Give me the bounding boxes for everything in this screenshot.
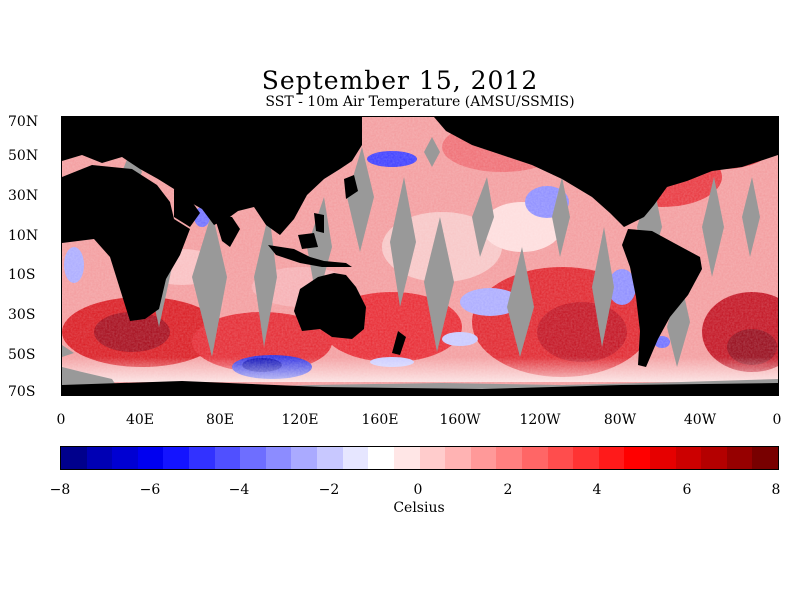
south-america bbox=[622, 229, 702, 367]
colorbar-tick-minus8: −8 bbox=[49, 482, 71, 498]
colorbar-swatch bbox=[470, 447, 497, 469]
colorbar-swatch bbox=[214, 447, 241, 469]
japan bbox=[344, 175, 358, 199]
colorbar-tick-minus2: −2 bbox=[318, 482, 340, 498]
antarctica bbox=[62, 381, 778, 395]
colorbar-swatch bbox=[675, 447, 702, 469]
colorbar-swatch bbox=[368, 447, 394, 469]
colorbar-tick-4: 4 bbox=[592, 482, 602, 498]
lon-label-40w: 40W bbox=[683, 412, 717, 428]
map-subtitle: SST - 10m Air Temperature (AMSU/SSMIS) bbox=[265, 94, 575, 110]
india bbox=[214, 215, 240, 247]
north-america bbox=[434, 117, 778, 227]
colorbar-swatch bbox=[419, 447, 446, 469]
arabia bbox=[174, 189, 200, 227]
colorbar-swatch bbox=[291, 447, 318, 469]
colorbar-swatch bbox=[163, 447, 190, 469]
lon-label-120w: 120W bbox=[519, 412, 561, 428]
lon-label-80e: 80E bbox=[205, 412, 235, 428]
colorbar-swatch bbox=[445, 447, 471, 469]
africa bbox=[62, 165, 190, 321]
lat-label-50s: 50S bbox=[8, 347, 36, 363]
colorbar-tick-minus6: −6 bbox=[139, 482, 161, 498]
colorbar-swatch bbox=[342, 447, 369, 469]
colorbar-swatch bbox=[189, 447, 215, 469]
australia bbox=[294, 273, 366, 339]
southern-fade bbox=[62, 357, 778, 382]
colorbar-tick-8: 8 bbox=[771, 482, 781, 498]
lat-label-30s: 30S bbox=[8, 307, 36, 323]
colorbar-swatch bbox=[598, 447, 625, 469]
colorbar-swatch bbox=[547, 447, 574, 469]
lon-label-120e: 120E bbox=[281, 412, 319, 428]
colorbar-swatch bbox=[573, 447, 599, 469]
colorbar-swatch bbox=[752, 447, 779, 469]
colorbar-swatch bbox=[265, 447, 292, 469]
lon-label-40e: 40E bbox=[125, 412, 155, 428]
new-zealand bbox=[392, 331, 406, 355]
lon-label-80w: 80W bbox=[603, 412, 637, 428]
colorbar-swatch bbox=[624, 447, 651, 469]
lat-label-10n: 10N bbox=[8, 228, 39, 244]
colorbar bbox=[60, 446, 779, 470]
map-title: September 15, 2012 bbox=[261, 66, 539, 95]
colorbar-swatch bbox=[701, 447, 727, 469]
indonesia bbox=[268, 245, 352, 267]
colorbar-swatch bbox=[240, 447, 266, 469]
colorbar-swatch bbox=[726, 447, 753, 469]
colorbar-swatch bbox=[393, 447, 420, 469]
lat-label-50n: 50N bbox=[8, 148, 39, 164]
colorbar-swatch bbox=[61, 447, 87, 469]
colorbar-tick-0: 0 bbox=[413, 482, 423, 498]
colorbar-unit-label: Celsius bbox=[393, 500, 445, 516]
colorbar-swatch bbox=[112, 447, 138, 469]
eurasia bbox=[62, 117, 362, 235]
land-masses bbox=[62, 117, 778, 395]
colorbar-swatch bbox=[521, 447, 548, 469]
lat-label-70s: 70S bbox=[8, 384, 36, 400]
lon-label-160w: 160W bbox=[439, 412, 481, 428]
greenland bbox=[710, 117, 778, 153]
lat-label-10s: 10S bbox=[8, 267, 36, 283]
borneo bbox=[298, 233, 318, 249]
lon-label-160e: 160E bbox=[361, 412, 399, 428]
colorbar-tick-6: 6 bbox=[682, 482, 692, 498]
sst-map-canvas bbox=[62, 117, 778, 395]
colorbar-tick-minus4: −4 bbox=[228, 482, 250, 498]
lon-label-0-west-edge: 0 bbox=[56, 412, 66, 428]
colorbar-swatch bbox=[137, 447, 164, 469]
lat-label-30n: 30N bbox=[8, 188, 39, 204]
sst-map bbox=[61, 116, 779, 396]
philippines bbox=[314, 213, 324, 233]
lon-label-0-east-edge: 0 bbox=[772, 412, 782, 428]
colorbar-swatch bbox=[496, 447, 522, 469]
colorbar-tick-2: 2 bbox=[503, 482, 513, 498]
colorbar-swatch bbox=[86, 447, 113, 469]
lat-label-70n: 70N bbox=[8, 114, 39, 130]
colorbar-swatch bbox=[650, 447, 676, 469]
colorbar-swatch bbox=[317, 447, 343, 469]
